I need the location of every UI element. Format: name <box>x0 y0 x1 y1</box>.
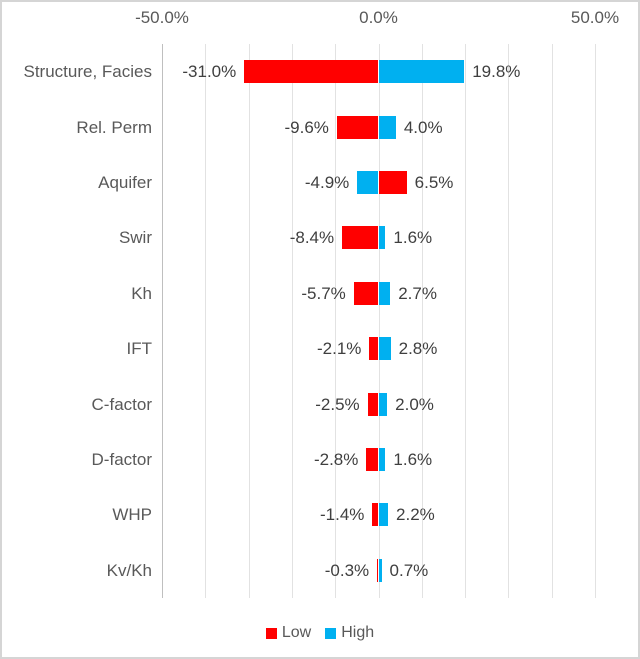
x-gridline <box>205 44 207 598</box>
x-gridline <box>291 44 293 598</box>
x-gridline <box>378 44 380 598</box>
x-gridline <box>465 44 467 598</box>
bar-low <box>336 115 379 139</box>
value-label-left: -9.6% <box>284 117 329 137</box>
category-label: WHP <box>112 505 152 525</box>
x-gridline <box>551 44 553 598</box>
bar-high <box>378 281 391 305</box>
bar-high <box>357 171 379 194</box>
category-label: D-factor <box>91 450 152 469</box>
legend-item-low: Low <box>265 624 312 642</box>
x-gridline <box>508 44 510 598</box>
x-axis-tick-label: -50.0% <box>135 8 189 27</box>
bar-low <box>366 448 379 471</box>
value-label-left: -5.7% <box>301 283 346 303</box>
legend-label: Low <box>281 624 312 641</box>
bar-low <box>377 558 379 582</box>
category-label: Aquifer <box>98 173 152 192</box>
value-label-right: 2.0% <box>395 394 434 414</box>
bar-high <box>378 226 386 250</box>
x-axis-tick-label: 0.0% <box>359 8 398 27</box>
value-label-right: 1.6% <box>393 450 433 469</box>
value-label-right: 2.2% <box>396 505 435 525</box>
x-axis-tick-label: 50.0% <box>570 8 620 27</box>
value-label-left: -2.1% <box>316 339 362 359</box>
category-label: Swir <box>118 228 152 248</box>
x-gridline <box>421 44 423 598</box>
value-label-left: -31.0% <box>182 62 237 82</box>
value-label-right: 2.8% <box>398 339 438 359</box>
bar-high <box>378 115 396 139</box>
value-label-left: -0.3% <box>324 560 370 580</box>
category-axis-line <box>162 44 163 598</box>
value-label-left: -4.9% <box>304 173 350 192</box>
legend-swatch-icon <box>265 627 277 639</box>
category-label: Kv/Kh <box>106 560 152 580</box>
bar-low <box>244 60 379 84</box>
legend-swatch-icon <box>325 627 337 639</box>
legend-label: High <box>341 624 375 641</box>
value-label-right: 0.7% <box>389 560 429 580</box>
category-label: Kh <box>131 283 152 303</box>
bar-low <box>369 337 379 361</box>
legend: Low High <box>2 623 638 643</box>
category-label: Structure, Facies <box>23 62 153 82</box>
bar-high <box>378 503 389 527</box>
value-label-right: 6.5% <box>414 173 454 192</box>
bar-low <box>367 392 379 416</box>
value-label-left: -8.4% <box>289 228 335 248</box>
value-label-right: 19.8% <box>472 62 521 82</box>
value-label-right: 1.6% <box>393 228 433 248</box>
value-label-right: 2.7% <box>398 283 437 303</box>
value-label-left: -2.8% <box>313 450 359 469</box>
bar-low <box>353 281 379 305</box>
x-gridline <box>335 44 337 598</box>
bar-high <box>378 448 386 471</box>
category-label: IFT <box>126 339 153 359</box>
x-gridline <box>248 44 250 598</box>
bar-high <box>378 558 382 582</box>
category-label: C-factor <box>91 394 152 414</box>
x-gridline <box>595 44 596 598</box>
bar-low <box>378 171 407 194</box>
bar-high <box>378 337 391 361</box>
bar-high <box>378 392 388 416</box>
category-label: Rel. Perm <box>76 117 152 137</box>
legend-item-high: High <box>325 624 374 642</box>
bar-low <box>372 503 379 527</box>
value-label-left: -2.5% <box>315 394 360 414</box>
bar-high <box>378 60 465 84</box>
bar-low <box>342 226 379 250</box>
value-label-left: -1.4% <box>320 505 365 525</box>
value-label-right: 4.0% <box>403 117 443 137</box>
